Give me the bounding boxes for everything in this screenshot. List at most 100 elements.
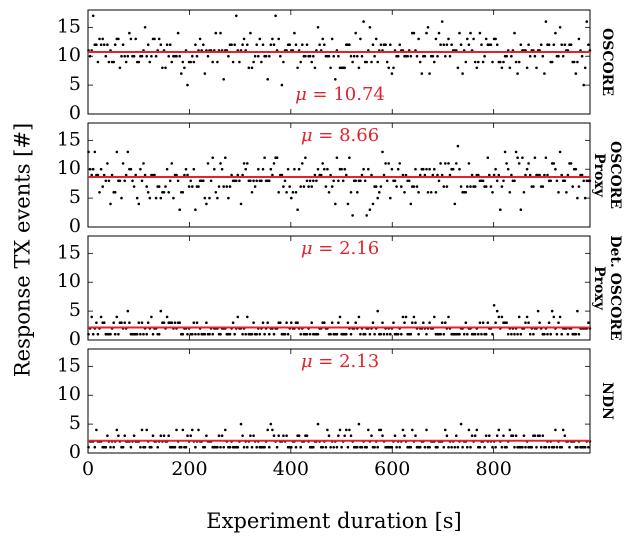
data-point <box>337 321 340 325</box>
data-point <box>506 332 510 336</box>
data-point <box>497 428 501 432</box>
data-point <box>456 144 460 148</box>
panel-label-line: Proxy <box>591 153 607 198</box>
data-point <box>192 167 196 171</box>
data-point <box>338 428 342 432</box>
data-point <box>558 315 562 319</box>
data-point <box>326 167 329 171</box>
data-point <box>167 54 170 58</box>
data-point <box>235 14 238 18</box>
data-point <box>538 173 541 177</box>
data-point <box>335 156 339 159</box>
data-point <box>282 434 285 438</box>
data-point <box>260 179 263 183</box>
data-point <box>203 445 207 449</box>
data-point <box>462 332 466 336</box>
data-point <box>253 185 257 188</box>
data-point <box>354 321 358 325</box>
data-point <box>403 321 406 325</box>
data-point <box>346 445 350 449</box>
data-point <box>321 445 325 449</box>
y-tick-label: 0 <box>69 328 81 350</box>
data-point <box>390 167 394 171</box>
data-point <box>113 191 117 194</box>
data-point <box>123 434 126 438</box>
data-point <box>145 332 148 336</box>
data-point <box>113 332 117 336</box>
data-point <box>357 422 361 426</box>
data-point <box>412 315 416 319</box>
data-point <box>305 332 309 336</box>
data-point <box>117 434 120 438</box>
data-point <box>541 185 545 188</box>
data-point <box>481 60 485 64</box>
data-point <box>173 321 177 325</box>
data-point <box>275 156 279 159</box>
data-point <box>536 309 540 313</box>
data-point <box>123 179 126 183</box>
data-point <box>293 31 296 35</box>
data-point <box>211 156 214 159</box>
data-point <box>143 445 147 449</box>
data-point <box>304 156 307 159</box>
data-point <box>135 332 139 336</box>
data-point <box>348 428 351 432</box>
data-point <box>268 54 271 58</box>
data-point <box>337 434 340 438</box>
data-point <box>543 332 546 336</box>
data-point <box>354 31 358 35</box>
data-point <box>244 167 247 171</box>
data-point <box>488 434 491 438</box>
data-point <box>354 179 358 183</box>
data-point <box>227 54 230 58</box>
data-point <box>477 60 480 64</box>
data-point <box>153 173 156 177</box>
data-point <box>96 60 100 64</box>
x-tick-label: 200 <box>171 458 207 480</box>
data-point <box>499 208 502 211</box>
data-point <box>107 60 111 64</box>
data-point <box>157 37 161 41</box>
data-point <box>203 72 207 75</box>
data-point <box>370 173 373 177</box>
data-point <box>585 20 589 23</box>
data-point <box>341 179 345 183</box>
data-point <box>379 43 383 46</box>
data-point <box>554 428 557 432</box>
data-point <box>541 54 545 58</box>
data-point <box>112 60 115 64</box>
data-point <box>503 150 507 154</box>
data-point <box>519 208 523 211</box>
data-point <box>252 321 255 325</box>
data-point <box>497 315 501 319</box>
data-point <box>175 54 178 58</box>
data-point <box>450 445 453 449</box>
mean-label: μ = 2.16 <box>301 238 379 259</box>
data-point <box>91 14 95 18</box>
data-point <box>228 445 232 449</box>
data-point <box>447 445 450 449</box>
x-tick-labels: 0 200 400 600 800 <box>82 458 512 480</box>
data-point <box>533 156 537 159</box>
y-tick-label: 10 <box>57 270 81 292</box>
data-point <box>415 54 419 58</box>
data-point <box>124 173 128 177</box>
data-point <box>181 332 185 336</box>
data-point <box>253 54 257 58</box>
data-point <box>525 315 529 319</box>
data-point <box>305 179 309 183</box>
data-point <box>445 43 449 46</box>
data-point <box>522 434 526 438</box>
data-point <box>126 150 130 154</box>
data-point <box>104 54 108 58</box>
data-point <box>539 445 543 449</box>
data-point <box>139 332 142 336</box>
data-point <box>308 179 312 183</box>
data-point <box>129 445 133 449</box>
data-point <box>189 60 192 64</box>
data-point <box>555 179 559 183</box>
data-point <box>178 54 181 58</box>
data-point <box>164 185 167 188</box>
data-point <box>447 37 450 41</box>
data-point <box>440 173 444 177</box>
